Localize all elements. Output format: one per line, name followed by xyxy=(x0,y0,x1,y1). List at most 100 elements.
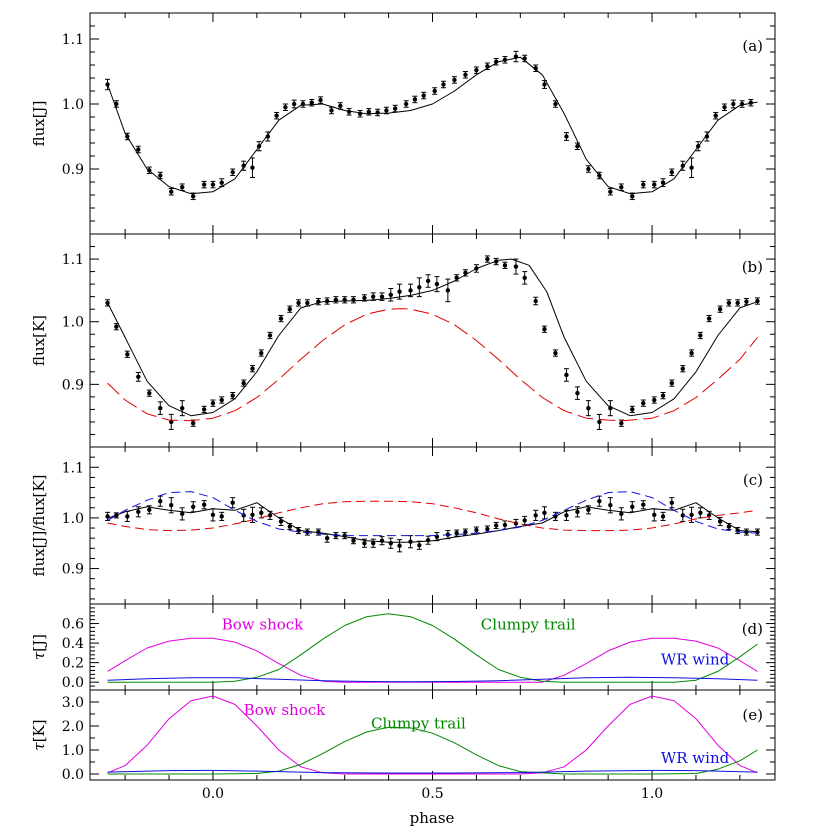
data-point xyxy=(641,502,646,507)
data-point xyxy=(513,264,519,269)
data-point xyxy=(169,189,174,194)
data-point xyxy=(485,256,490,262)
panel-c-frame xyxy=(89,446,776,605)
data-point xyxy=(652,397,657,403)
series-blue-dashed-model xyxy=(107,491,758,537)
panel-label: (c) xyxy=(743,471,763,489)
annotation-bow-shock: Bow shock xyxy=(244,701,326,719)
data-point xyxy=(575,509,580,515)
annotation-clumpy-trail: Clumpy trail xyxy=(371,714,466,732)
series-model xyxy=(107,56,758,195)
data-point xyxy=(502,522,508,528)
data-point xyxy=(660,393,666,398)
data-point xyxy=(388,541,393,546)
data-point xyxy=(463,529,468,535)
data-point xyxy=(493,523,499,528)
panel-b-plot-area xyxy=(105,255,760,430)
data-point xyxy=(660,514,666,519)
data-point xyxy=(630,194,635,199)
y-tick-label: 0.9 xyxy=(62,562,84,578)
data-point xyxy=(533,298,538,304)
data-point xyxy=(259,350,264,356)
y-tick-label: 1.1 xyxy=(62,252,84,268)
data-point xyxy=(384,108,389,113)
y-axis-label-text: [J] xyxy=(30,634,48,652)
annotation-wr-wind: WR wind xyxy=(661,749,730,767)
data-point xyxy=(219,514,224,519)
data-point xyxy=(660,180,666,185)
data-point xyxy=(318,97,323,103)
panel-b: 0.9 1.0 1.1 flux[K] (b) xyxy=(30,233,776,448)
data-point xyxy=(180,185,185,190)
data-point xyxy=(619,185,624,190)
data-point xyxy=(717,306,723,312)
data-point xyxy=(403,101,409,107)
annotation-clumpy-trail: Clumpy trail xyxy=(481,615,576,633)
y-tick-label: 1.0 xyxy=(62,315,84,331)
data-point xyxy=(669,500,675,505)
panel-label: (a) xyxy=(742,37,763,55)
data-point xyxy=(201,407,207,412)
data-point xyxy=(669,170,675,175)
data-point xyxy=(452,77,457,83)
data-point xyxy=(180,405,185,411)
series-model xyxy=(107,502,758,543)
data-point xyxy=(575,144,580,149)
x-tick-label: 1.0 xyxy=(641,786,663,802)
data-point xyxy=(417,543,422,548)
data-point xyxy=(250,512,255,518)
data-point xyxy=(502,263,508,268)
y-axis-label: flux[J]/flux[K] xyxy=(30,475,48,577)
data-point xyxy=(412,97,418,102)
data-point xyxy=(388,292,393,297)
data-point xyxy=(392,106,398,111)
data-point xyxy=(190,194,196,199)
data-point xyxy=(136,374,141,380)
data-point xyxy=(597,419,602,425)
data-point xyxy=(366,109,372,115)
data-point xyxy=(608,503,613,508)
data-point xyxy=(704,134,710,139)
data-point xyxy=(619,420,624,426)
data-point xyxy=(652,512,657,518)
y-tick-label: 1.0 xyxy=(62,97,84,113)
panel-d: 0.0 0.2 0.4 0.6 τ[J] (d) Bow shock Clumpy trail… xyxy=(30,603,776,691)
data-point xyxy=(744,299,749,304)
data-point xyxy=(735,300,740,306)
series-wr-wind xyxy=(107,769,758,774)
y-tick-label: 0.2 xyxy=(62,656,84,672)
x-axis-label: phase xyxy=(410,809,455,827)
data-point xyxy=(434,281,440,287)
data-point xyxy=(425,537,431,543)
data-point xyxy=(230,500,235,505)
data-point xyxy=(305,300,310,306)
panel-a: 0.9 1.0 1.1 flux[J] (a) xyxy=(30,12,776,235)
data-point xyxy=(564,513,569,518)
data-point xyxy=(474,527,479,533)
data-point xyxy=(287,306,292,312)
data-point xyxy=(147,390,152,396)
data-point xyxy=(533,513,538,518)
data-point xyxy=(641,182,646,187)
y-tick-label: 3.0 xyxy=(62,695,84,711)
data-point xyxy=(445,288,451,293)
annotation-wr-wind: WR wind xyxy=(661,651,730,669)
data-point xyxy=(267,513,273,518)
data-point xyxy=(180,511,185,517)
data-point xyxy=(147,507,152,512)
panel-c-plot-area xyxy=(105,491,760,553)
y-tick-label: 1.1 xyxy=(62,460,84,476)
series-clumpy-trail xyxy=(107,726,758,775)
data-point xyxy=(136,509,141,515)
data-point xyxy=(698,333,703,338)
series-stellar-component xyxy=(107,308,758,422)
data-point xyxy=(689,512,694,518)
data-point xyxy=(608,189,613,194)
panel-label: (b) xyxy=(742,258,763,276)
data-point xyxy=(722,105,727,110)
series-model xyxy=(107,258,758,417)
data-point xyxy=(553,101,558,107)
data-point xyxy=(522,275,527,281)
data-point xyxy=(324,298,330,304)
